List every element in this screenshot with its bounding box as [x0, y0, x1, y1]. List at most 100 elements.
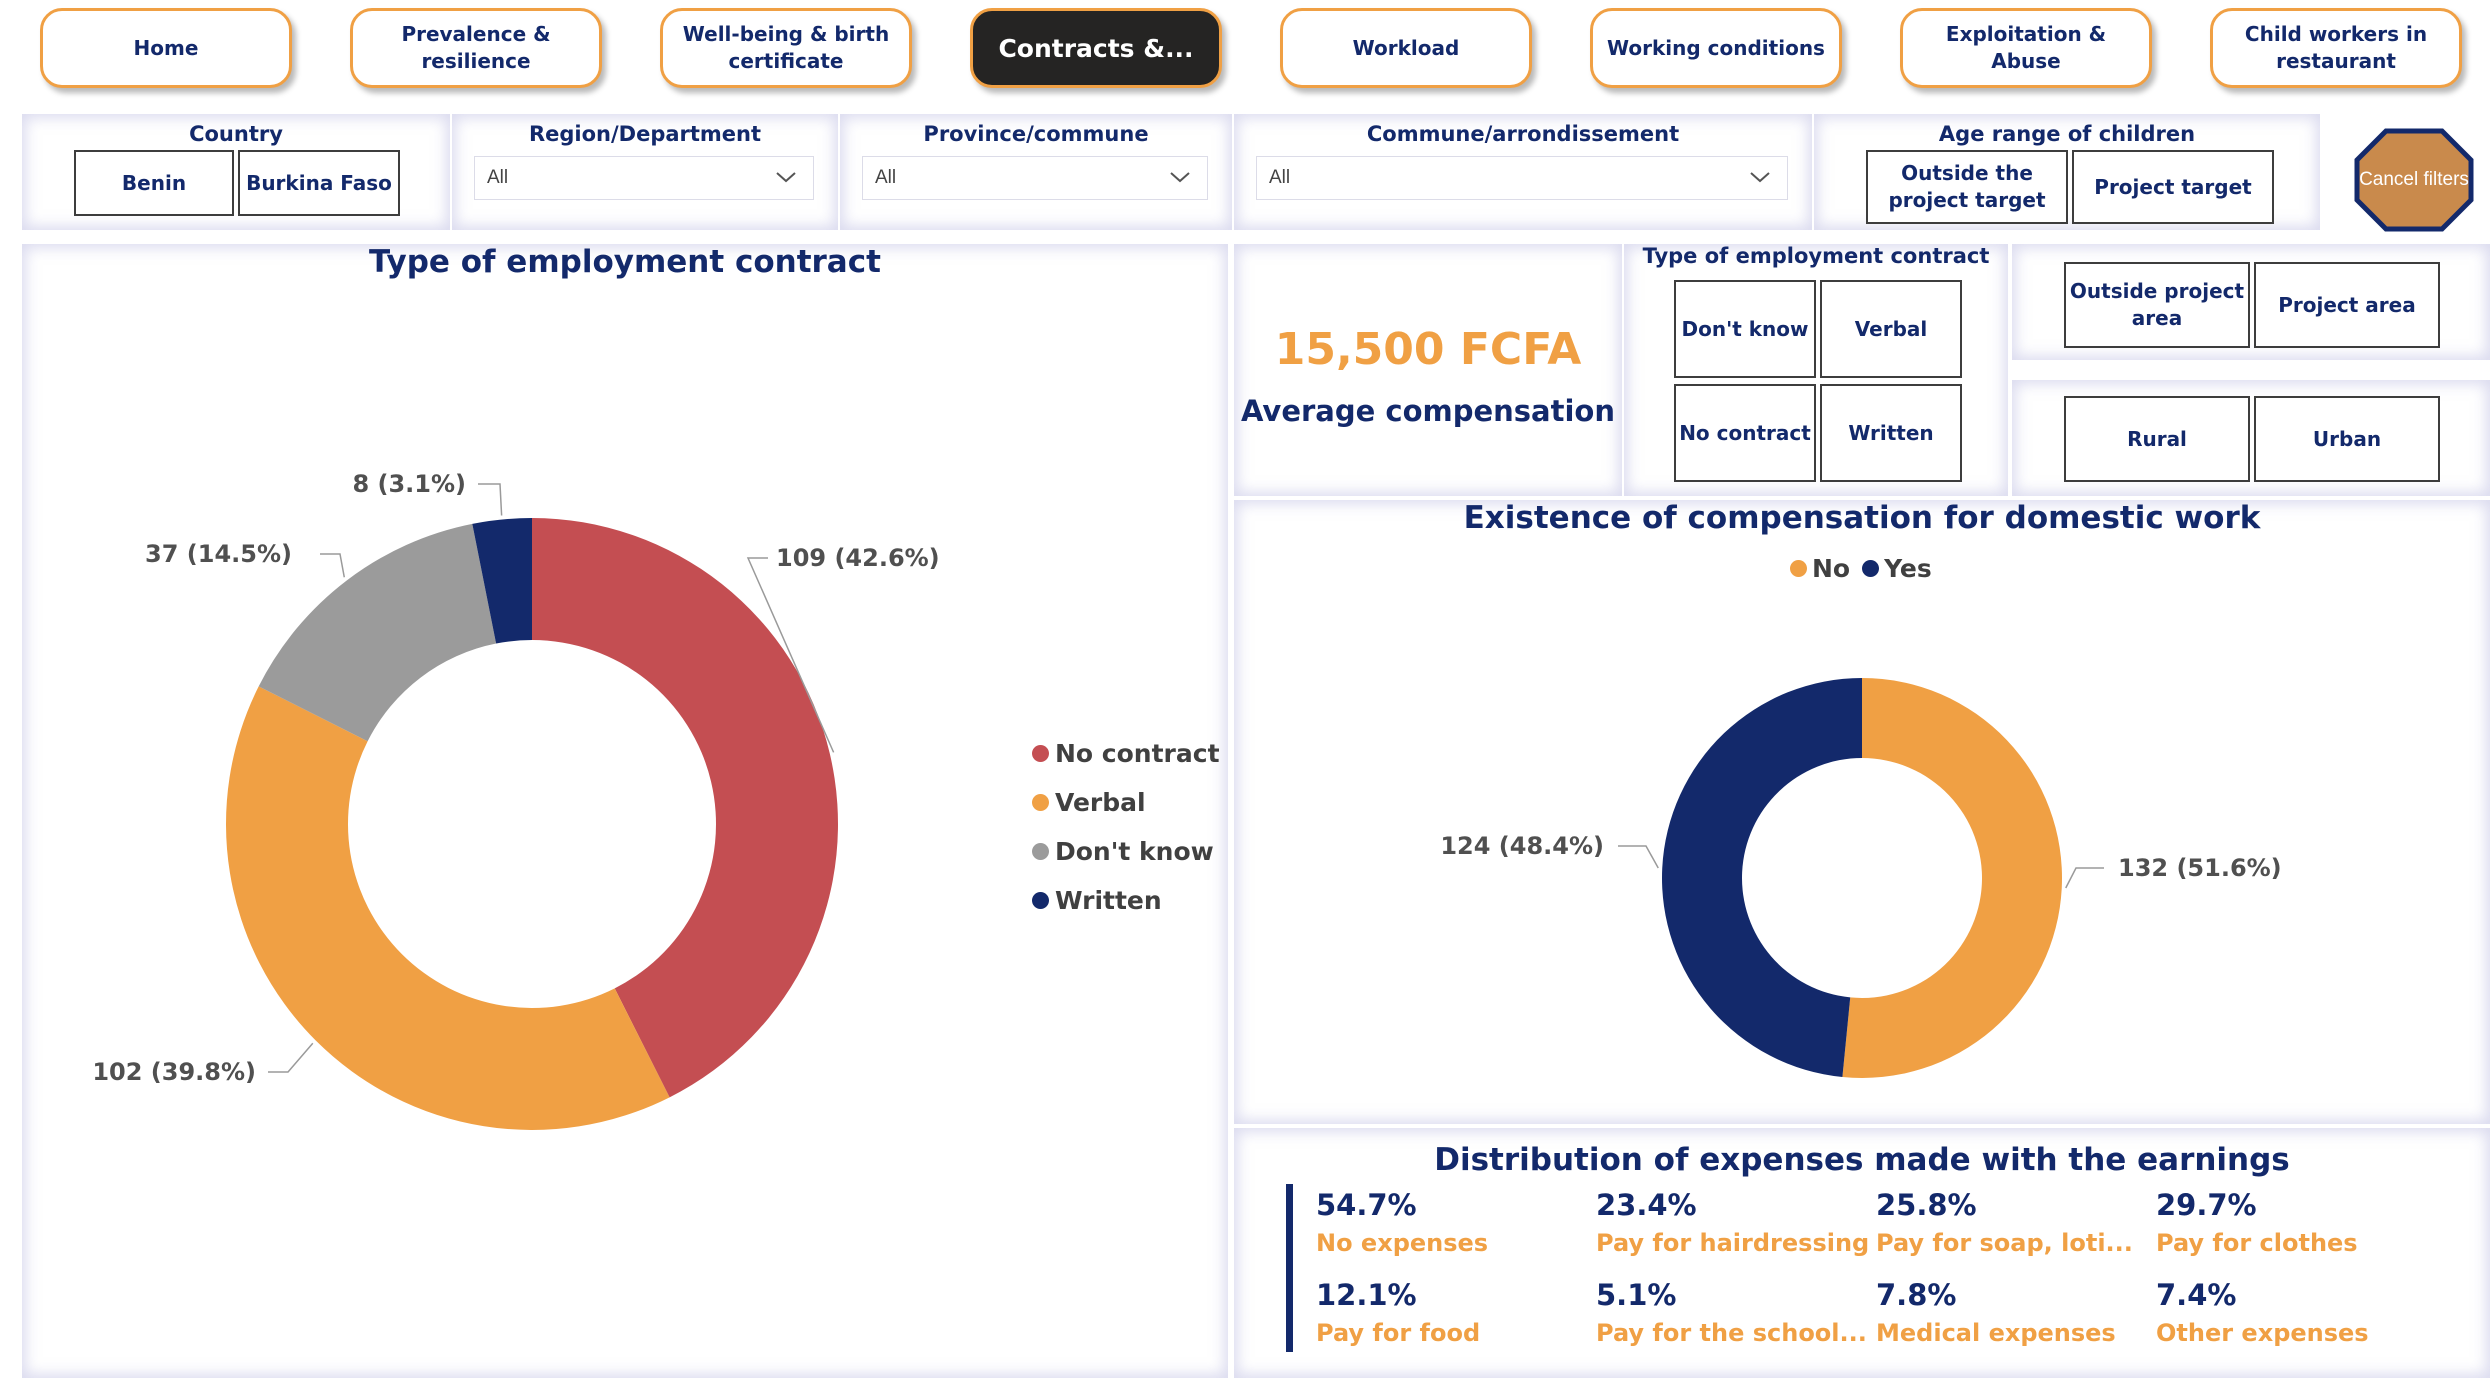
- contract-option-written[interactable]: Written: [1820, 384, 1962, 482]
- legend-dot: [1032, 892, 1049, 909]
- contract-type-chart-panel: Type of employment contract 109 (42.6%) 1…: [22, 244, 1228, 1378]
- nav-button-working-conditions[interactable]: Working conditions: [1590, 8, 1842, 88]
- legend-label: Written: [1055, 886, 1162, 915]
- legend-dot: [1790, 560, 1807, 577]
- zone-option-rural[interactable]: Rural: [2064, 396, 2250, 482]
- kpi-value: 15,500 FCFA: [1274, 324, 1582, 375]
- area-option-project-area[interactable]: Project area: [2254, 262, 2440, 348]
- cancel-filters-label: Cancel filters: [2359, 169, 2469, 190]
- contract-option-verbal[interactable]: Verbal: [1820, 280, 1962, 378]
- slicer-title: Region/Department: [528, 122, 762, 146]
- slice-yes[interactable]: [1662, 678, 1862, 1078]
- nav-label: Well-being & birth certificate: [682, 22, 890, 73]
- legend-dot: [1862, 560, 1880, 577]
- expense-label: Pay for clothes: [2156, 1229, 2358, 1257]
- slice-don-t-know[interactable]: [258, 523, 497, 742]
- legend-item-yes[interactable]: Yes: [1862, 554, 1932, 583]
- expenses-title: Distribution of expenses made with the e…: [1434, 1142, 2290, 1178]
- data-label-don-t-know: 37 (14.5%): [145, 540, 292, 568]
- compensation-chart-panel: Existence of compensation for domestic w…: [1234, 500, 2490, 1124]
- nav-button-contracts[interactable]: Contracts &...: [970, 8, 1222, 88]
- leader-line-don-t-know: [320, 553, 346, 578]
- nav-label: Prevalence & resilience: [401, 22, 551, 73]
- legend-label: No contract: [1055, 739, 1220, 768]
- legend-label: Verbal: [1055, 788, 1146, 817]
- nav-button-exploitation[interactable]: Exploitation & Abuse: [1900, 8, 2152, 88]
- compensation-legend: No Yes: [1790, 554, 1932, 583]
- slice-no-contract[interactable]: [532, 518, 839, 1098]
- province-dropdown[interactable]: All: [862, 156, 1208, 200]
- nav-button-workload[interactable]: Workload: [1280, 8, 1532, 88]
- province-slicer: Province/commune All: [840, 114, 1232, 230]
- data-label-no: 132 (51.6%): [2118, 854, 2282, 882]
- compensation-donut: 132 (51.6%) 124 (48.4%): [1440, 678, 2282, 1078]
- legend-item-verbal[interactable]: Verbal: [1032, 788, 1146, 817]
- leader-line-yes: [1618, 845, 1659, 869]
- legend-dot: [1032, 843, 1049, 860]
- country-slicer: Country Benin Burkina Faso: [22, 114, 450, 230]
- expense-label: Pay for the school...: [1596, 1319, 1867, 1347]
- legend-dot: [1032, 745, 1049, 762]
- region-slicer: Region/Department All: [452, 114, 838, 230]
- country-option-burkina-faso[interactable]: Burkina Faso: [238, 150, 400, 216]
- leader-line-verbal: [268, 1042, 314, 1073]
- project-area-slicer: Outside project area Project area: [2012, 244, 2490, 360]
- nav-label: Workload: [1352, 35, 1460, 60]
- nav-button-restaurant[interactable]: Child workers in restaurant: [2210, 8, 2462, 88]
- age-option-project-target[interactable]: Project target: [2072, 150, 2274, 224]
- slice-verbal[interactable]: [225, 686, 670, 1130]
- expense-value: 54.7%: [1316, 1188, 1417, 1222]
- slicer-title: Country: [189, 122, 283, 146]
- dropdown-value: All: [875, 167, 897, 188]
- nav-button-wellbeing[interactable]: Well-being & birth certificate: [660, 8, 912, 88]
- nav-label: Child workers in restaurant: [2244, 22, 2428, 73]
- nav-button-home[interactable]: Home: [40, 8, 292, 88]
- legend-item-no-contract[interactable]: No contract: [1032, 739, 1220, 768]
- leader-line-no-contract: [746, 557, 835, 753]
- country-option-benin[interactable]: Benin: [74, 150, 234, 216]
- contract-option-dont-know[interactable]: Don't know: [1674, 280, 1816, 378]
- nav-label: Exploitation & Abuse: [1945, 22, 2107, 73]
- legend-label: No: [1812, 554, 1851, 583]
- zone-option-urban[interactable]: Urban: [2254, 396, 2440, 482]
- chart-title: Existence of compensation for domestic w…: [1463, 500, 2261, 536]
- contract-type-slicer: Type of employment contract Don't know V…: [1624, 244, 2008, 496]
- data-label-yes: 124 (48.4%): [1440, 832, 1604, 860]
- expenses-panel: Distribution of expenses made with the e…: [1234, 1128, 2490, 1378]
- kpi-card: 15,500 FCFA Average compensation: [1234, 244, 1622, 496]
- expense-label: Pay for food: [1316, 1319, 1481, 1347]
- expense-value: 25.8%: [1876, 1188, 1977, 1222]
- expense-value: 7.8%: [1876, 1278, 1957, 1312]
- contract-option-no-contract[interactable]: No contract: [1674, 384, 1816, 482]
- legend-item-no[interactable]: No: [1790, 554, 1850, 583]
- zone-slicer: Rural Urban: [2012, 380, 2490, 496]
- dropdown-value: All: [487, 167, 509, 188]
- expense-value: 7.4%: [2156, 1278, 2237, 1312]
- commune-slicer: Commune/arrondissement All: [1234, 114, 1812, 230]
- expense-value: 12.1%: [1316, 1278, 1417, 1312]
- chevron-down-icon: [776, 172, 796, 183]
- slicer-title: Commune/arrondissement: [1366, 122, 1680, 146]
- legend-item-dont-know[interactable]: Don't know: [1032, 837, 1214, 866]
- chevron-down-icon: [1750, 172, 1770, 183]
- chevron-down-icon: [1170, 172, 1190, 183]
- expense-label: Other expenses: [2156, 1319, 2369, 1347]
- slice-written[interactable]: [472, 518, 532, 644]
- legend-item-written[interactable]: Written: [1032, 886, 1162, 915]
- commune-dropdown[interactable]: All: [1256, 156, 1788, 200]
- slicer-title: Age range of children: [1938, 122, 2196, 146]
- slicer-title: Type of employment contract: [1642, 244, 1990, 268]
- nav-button-prevalence[interactable]: Prevalence & resilience: [350, 8, 602, 88]
- age-option-outside-target[interactable]: Outside the project target: [1866, 150, 2068, 224]
- region-dropdown[interactable]: All: [474, 156, 814, 200]
- cancel-filters-button[interactable]: Cancel filters: [2354, 128, 2474, 232]
- slice-no[interactable]: [1842, 678, 2063, 1078]
- expense-value: 23.4%: [1596, 1188, 1697, 1222]
- nav-label: Home: [133, 35, 199, 60]
- expense-label: No expenses: [1316, 1229, 1489, 1257]
- area-option-outside-project[interactable]: Outside project area: [2064, 262, 2250, 348]
- expenses-accent-bar: [1286, 1184, 1293, 1352]
- nav-label: Working conditions: [1607, 35, 1825, 60]
- contract-type-donut: 109 (42.6%) 102 (39.8%) 37 (14.5%) 8 (3.1%): [92, 470, 940, 1130]
- legend-label: Don't know: [1055, 837, 1214, 866]
